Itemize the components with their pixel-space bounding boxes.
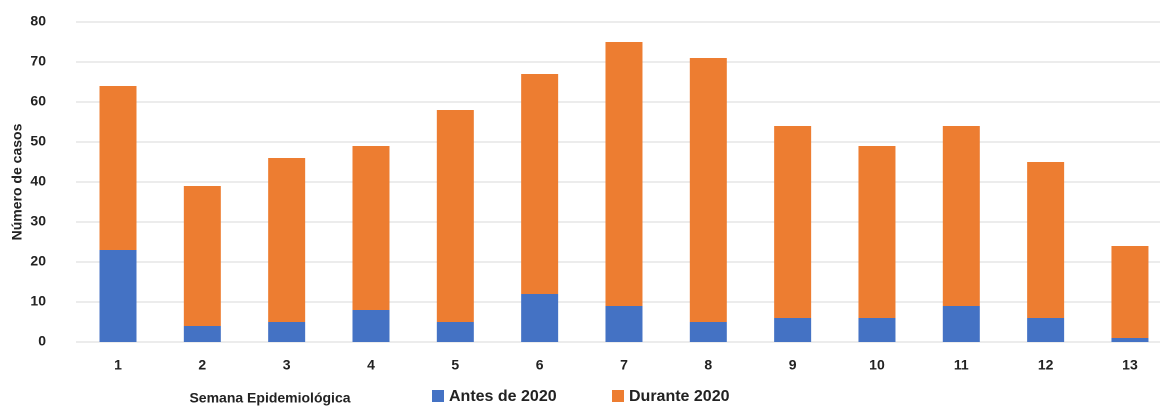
bar-segment [1027,162,1065,318]
y-tick-label: 20 [30,253,46,269]
x-tick-label: 2 [198,357,206,373]
y-tick-label: 0 [38,333,46,349]
x-tick-label: 7 [620,357,628,373]
bar-segment [1111,246,1149,338]
bar-segment [1111,338,1149,342]
x-tick-label: 13 [1122,357,1138,373]
bar-segment [268,158,306,322]
legend-label: Antes de 2020 [449,388,557,405]
bar-segment [942,306,980,342]
bar-segment [605,42,643,306]
y-tick-label: 70 [30,53,46,69]
bar-segment [1027,318,1065,342]
bar-segment [436,322,474,342]
x-tick-label: 5 [451,357,459,373]
x-tick-label: 1 [114,357,122,373]
bar-segment [521,294,559,342]
bar-segment [352,146,390,310]
y-tick-label: 50 [30,133,46,149]
x-tick-label: 11 [954,357,969,373]
y-tick-label: 80 [30,13,46,29]
bar-segment [99,86,137,250]
legend-label: Durante 2020 [629,388,730,405]
y-tick-label: 30 [30,213,46,229]
bar-segment [183,326,221,342]
bar-segment [689,58,727,322]
x-axis-label: Semana Epidemiológica [189,390,350,406]
bar-segment [858,146,896,318]
x-tick-label: 9 [789,357,797,373]
legend-swatch [432,390,444,402]
legend-swatch [612,390,624,402]
x-tick-label: 6 [536,357,544,373]
x-tick-label: 12 [1038,357,1054,373]
bar-segment [521,74,559,294]
y-axis-label: Número de casos [9,123,25,240]
bar-segment [436,110,474,322]
bar-segment [774,126,812,318]
x-tick-label: 3 [283,357,291,373]
bar-segment [352,310,390,342]
bar-segment [268,322,306,342]
x-tick-label: 8 [704,357,712,373]
x-tick-label: 4 [367,357,375,373]
bar-segment [858,318,896,342]
y-tick-label: 10 [30,293,46,309]
bar-segment [99,250,137,342]
bar-segment [689,322,727,342]
bar-segment [183,186,221,326]
bar-segment [942,126,980,306]
y-tick-label: 60 [30,93,46,109]
y-tick-label: 40 [30,173,46,189]
bar-segment [774,318,812,342]
bar-segment [605,306,643,342]
x-tick-label: 10 [869,357,885,373]
